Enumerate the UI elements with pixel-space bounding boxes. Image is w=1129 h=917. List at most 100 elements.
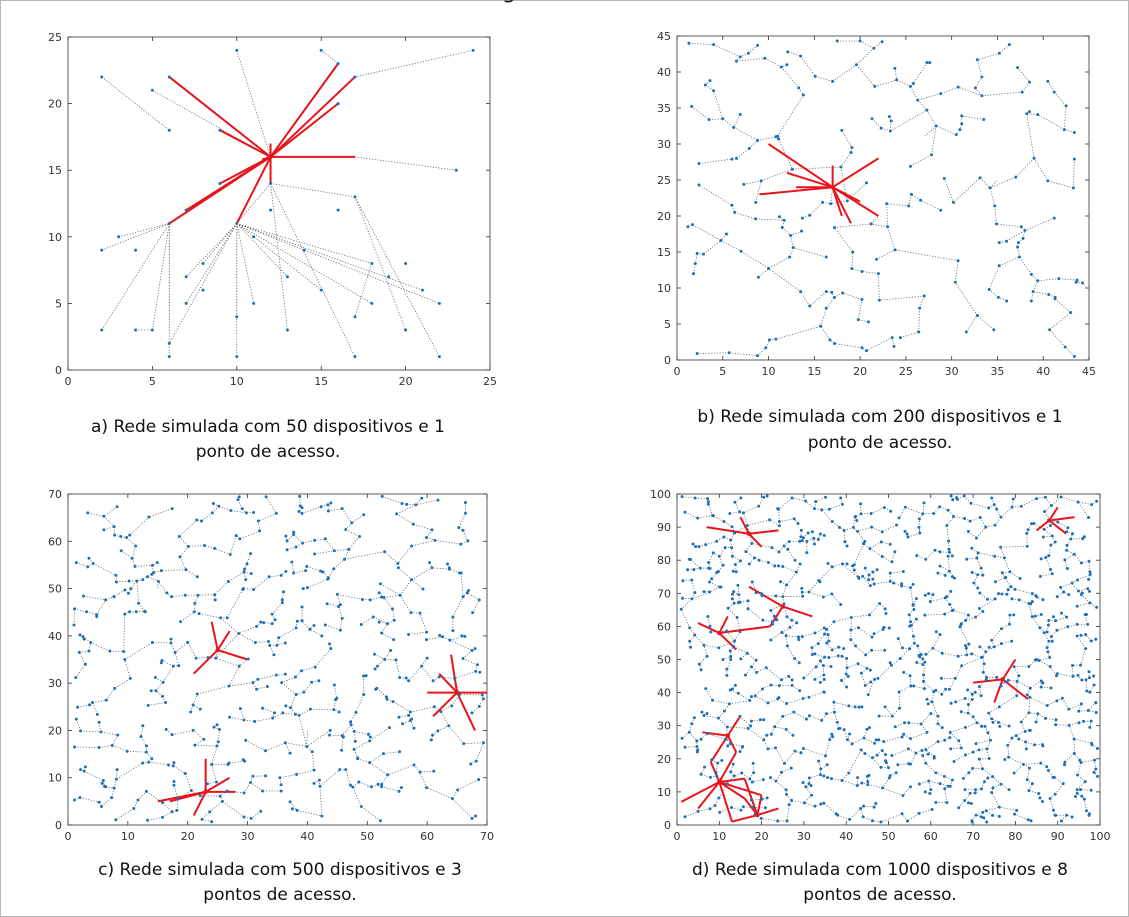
y-tick-label: 35: [657, 102, 671, 115]
device-node: [725, 667, 729, 671]
device-node: [825, 627, 829, 631]
network-link: [870, 215, 879, 225]
device-node: [801, 93, 805, 97]
device-node: [249, 571, 253, 575]
network-link: [961, 115, 984, 120]
network-link: [764, 58, 782, 68]
network-link: [995, 577, 1006, 583]
network-link: [426, 787, 453, 799]
device-node: [477, 598, 481, 602]
device-node: [928, 61, 932, 65]
device-node: [776, 819, 780, 823]
device-node: [790, 167, 794, 171]
device-node: [83, 765, 87, 769]
device-node: [887, 115, 891, 119]
device-node: [834, 812, 838, 816]
network-link: [1028, 603, 1033, 617]
device-node: [827, 507, 831, 511]
device-node: [252, 235, 256, 239]
network-link: [1037, 278, 1059, 282]
device-node: [258, 529, 262, 533]
access-point-link: [1002, 678, 1029, 701]
network-link: [387, 764, 415, 776]
device-node: [1070, 815, 1074, 819]
device-node: [780, 630, 784, 634]
device-node: [1002, 556, 1006, 560]
device-node: [785, 793, 789, 797]
network-link: [874, 79, 897, 87]
caption-a-line1: a) Rede simulada com 50 dispositivos e 1: [91, 417, 445, 437]
network-link: [781, 767, 792, 773]
device-node: [281, 590, 285, 594]
device-node: [304, 569, 308, 573]
network-link: [449, 639, 473, 651]
device-node: [794, 570, 798, 574]
device-node: [765, 796, 769, 800]
device-node: [1065, 566, 1069, 570]
device-node: [1086, 708, 1090, 712]
network-link: [857, 299, 863, 320]
access-point-link: [993, 679, 1004, 703]
device-node: [981, 573, 985, 577]
device-node: [387, 726, 391, 730]
device-node: [377, 591, 381, 595]
device-node: [782, 544, 786, 548]
network-link: [369, 762, 388, 776]
device-node: [1043, 510, 1047, 514]
network-link: [1077, 762, 1082, 776]
device-node: [401, 722, 405, 726]
network-link: [314, 648, 332, 668]
device-node: [873, 677, 877, 681]
device-node: [859, 512, 863, 516]
network-link: [1051, 496, 1062, 506]
device-node: [104, 698, 108, 702]
device-node: [421, 587, 425, 591]
device-node: [457, 571, 461, 575]
device-node: [438, 633, 442, 637]
device-node: [380, 782, 384, 786]
device-node: [1012, 771, 1016, 775]
device-node: [893, 550, 897, 554]
device-node: [876, 272, 880, 276]
device-node: [288, 800, 292, 804]
network-link: [775, 780, 787, 791]
device-node: [963, 799, 967, 803]
network-link: [989, 176, 1016, 189]
device-node: [934, 771, 938, 775]
device-node: [268, 643, 272, 647]
device-node: [481, 741, 485, 745]
device-node: [1049, 567, 1053, 571]
network-link: [475, 742, 484, 762]
device-node: [687, 41, 691, 45]
device-node: [249, 816, 253, 820]
access-point-link: [1048, 519, 1067, 535]
device-node: [259, 620, 263, 624]
device-node: [1029, 819, 1033, 823]
network-link: [734, 631, 741, 642]
network-link: [381, 632, 394, 640]
device-node: [1036, 112, 1040, 116]
device-node: [818, 680, 822, 684]
device-node: [950, 609, 954, 613]
device-node: [466, 588, 470, 592]
device-node: [768, 776, 772, 780]
device-node: [164, 727, 168, 731]
device-node: [917, 654, 921, 658]
device-node: [801, 536, 805, 540]
device-node: [958, 128, 962, 132]
cropped-header-text: g: [502, 0, 516, 4]
device-node: [408, 718, 412, 722]
device-node: [820, 718, 824, 722]
device-node: [800, 586, 804, 590]
device-node: [243, 567, 247, 571]
network-link: [421, 665, 434, 681]
y-tick-label: 20: [48, 98, 62, 111]
device-node: [862, 804, 866, 808]
network-link: [176, 798, 179, 811]
network-link: [787, 549, 796, 561]
device-node: [798, 562, 802, 566]
network-link: [1038, 660, 1051, 667]
device-node: [973, 791, 977, 795]
network-link: [989, 179, 998, 189]
device-node: [900, 584, 904, 588]
